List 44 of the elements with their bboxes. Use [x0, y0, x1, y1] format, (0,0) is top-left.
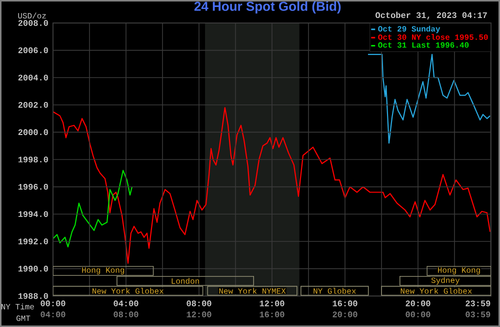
y-tick-label: 1988.0 [18, 293, 48, 299]
x2-tick-label: 00:00 [406, 312, 430, 318]
x2-tick-label: 16:00 [260, 312, 284, 318]
chart-title: 24 Hour Spot Gold (Bid) [194, 1, 341, 14]
annotation: NY Globex [314, 288, 356, 294]
x2-tick-label: 20:00 [332, 312, 358, 318]
x2-tick-label: 08:00 [114, 312, 138, 318]
x-tick-label: 08:00 [186, 300, 212, 306]
x2-tick-label: 04:00 [40, 312, 66, 318]
y-tick-label: 1990.0 [18, 266, 48, 272]
x-tick-label: 20:00 [406, 300, 430, 306]
y-tick-label: 2004.0 [18, 74, 48, 80]
x-tick-label: 16:00 [332, 300, 358, 306]
annotation: London [172, 278, 199, 284]
y-tick-label: 1994.0 [18, 211, 48, 217]
y-axis-title: USD/oz [18, 12, 46, 18]
line-series [52, 107, 491, 264]
line-series [367, 54, 491, 144]
y-tick-label: 1996.0 [18, 184, 48, 190]
annotation: New York Globex [400, 288, 472, 294]
annotation: Hong Kong [82, 267, 124, 274]
x-tick-label: 04:00 [114, 300, 138, 306]
x2-tick-label: 03:59 [466, 312, 490, 318]
x-tick-label: 23:59 [466, 300, 490, 306]
annotation: Sydney [431, 277, 460, 285]
legend-label: Oct 31 Last 1996.40 [378, 42, 469, 48]
y-tick-label: 2006.0 [18, 47, 48, 54]
legend-label: Oct 30 NY close 1995.50 [378, 34, 488, 40]
x-axis-title: NY Time [1, 304, 34, 310]
line-series [52, 170, 133, 248]
y-tick-label: 2000.0 [18, 129, 48, 136]
y-tick-label: 2008.0 [18, 20, 48, 26]
annotation: New York NYMEX [219, 288, 286, 294]
chart-subtitle: October 31, 2023 04:17 [376, 12, 487, 20]
annotation: New York Globex [92, 288, 164, 294]
legend-label: Oct 29 Sunday [378, 26, 440, 34]
x-tick-label: 00:00 [40, 300, 66, 306]
x-tick-label: 12:00 [260, 300, 284, 306]
x2-axis-title: GMT [16, 316, 30, 321]
x2-tick-label: 12:00 [186, 312, 212, 318]
y-tick-label: 2002.0 [18, 102, 48, 108]
annotation: Hong Kong [438, 267, 480, 274]
y-tick-label: 1992.0 [18, 238, 48, 244]
y-tick-label: 1998.0 [18, 156, 48, 162]
